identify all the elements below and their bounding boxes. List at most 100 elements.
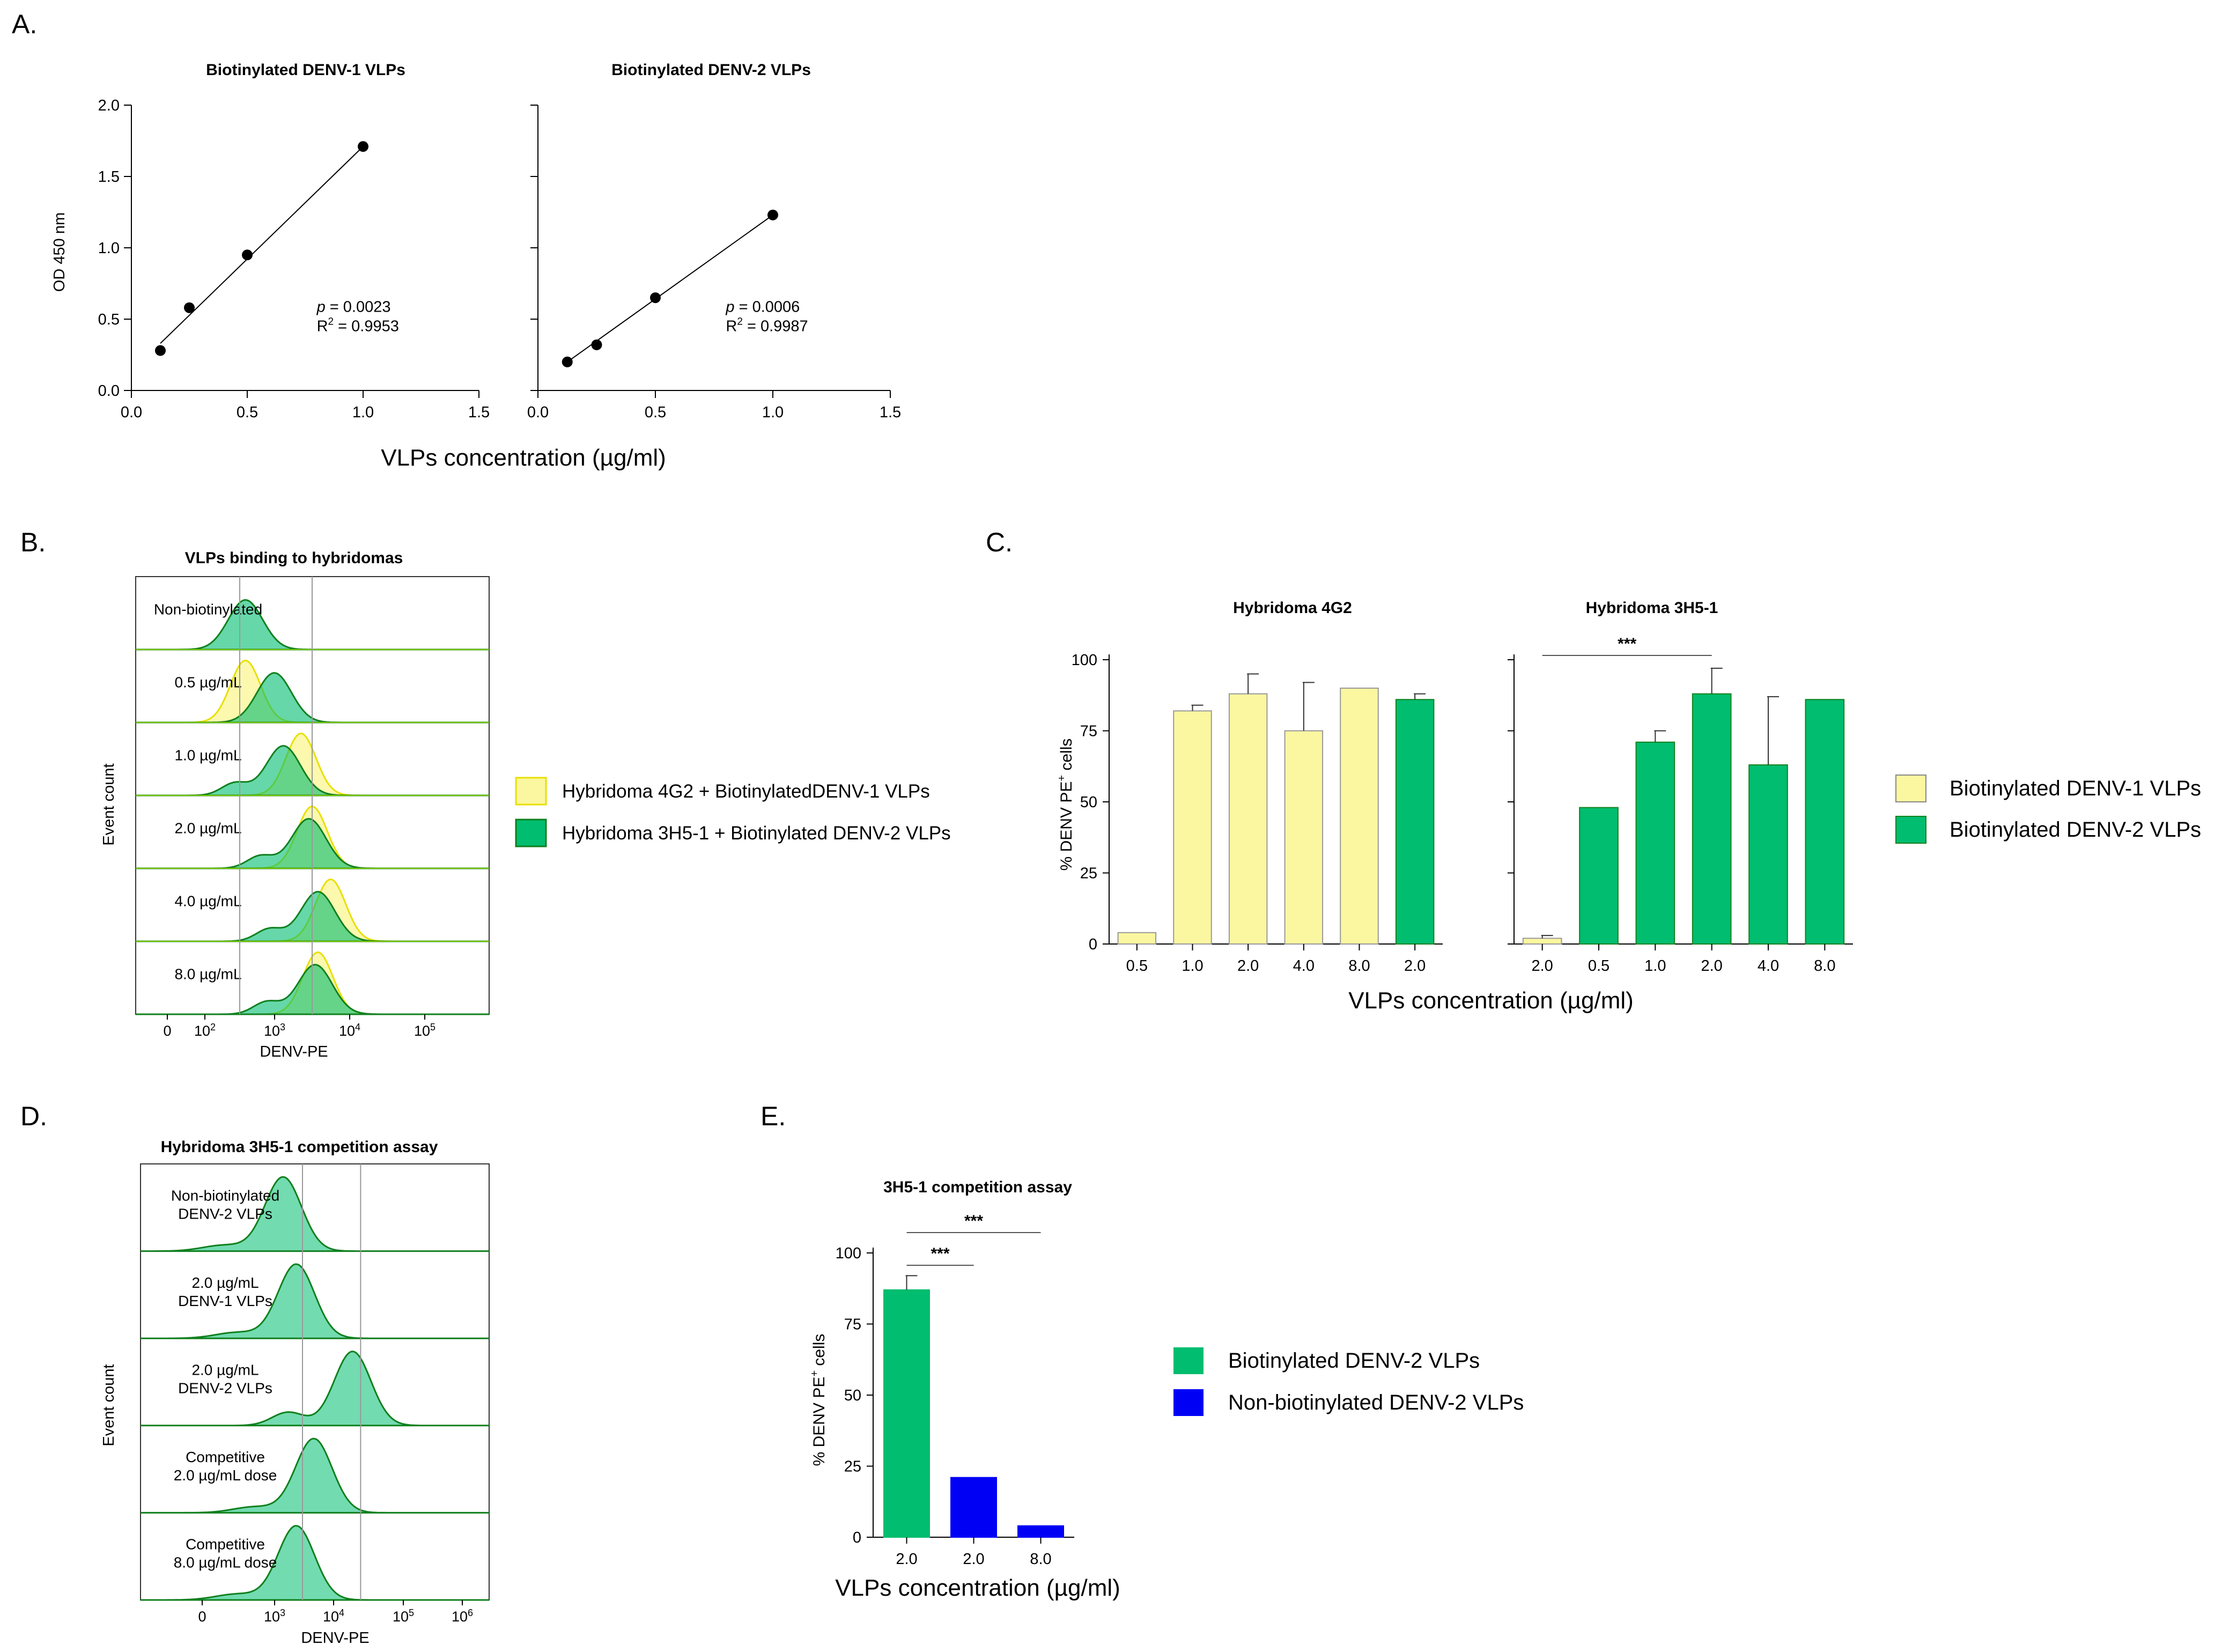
a1-point xyxy=(358,141,368,152)
d-xtick-label: 0 xyxy=(198,1609,206,1625)
panel-label-c: C. xyxy=(986,527,1013,557)
e-ytick-label: 75 xyxy=(844,1316,861,1333)
legend-e-swatch-blue xyxy=(1173,1389,1204,1416)
d-row-label-line2: DENV-2 VLPs xyxy=(178,1205,272,1222)
d-row-label-line2: DENV-1 VLPs xyxy=(178,1293,272,1309)
d-row-label-line1: Non-biotinylated xyxy=(171,1187,279,1204)
a2-point xyxy=(562,356,573,367)
ylabel-c-main: % DENV PE xyxy=(1058,781,1075,871)
e-ytick-label: 100 xyxy=(836,1245,861,1262)
c2-bar xyxy=(1579,807,1619,945)
ylabel-e-main: % DENV PE xyxy=(810,1377,828,1466)
c1-bar xyxy=(1395,699,1435,945)
panel-label-a: A. xyxy=(12,9,37,39)
c1-bar xyxy=(1340,688,1379,945)
c1-xtick-label: 1.0 xyxy=(1182,957,1203,975)
e-xtick-label: 8.0 xyxy=(1030,1551,1051,1568)
a2-p-annotation: p = 0.0006 xyxy=(725,299,800,316)
b-xtick-label: 103 xyxy=(264,1022,285,1039)
b-row-label: 8.0 µg/mL xyxy=(174,966,241,983)
chart-c1-plot: 0 25 50 75 100 0.5 1.0 2.0 4.0 8.0 2.0 xyxy=(1072,652,1443,975)
d-xtick-label: 103 xyxy=(264,1607,285,1625)
chart-e-legend: Biotinylated DENV-2 VLPs Non-biotinylate… xyxy=(1173,1347,1524,1416)
d-hist-green xyxy=(141,1525,489,1601)
chart-b-title: VLPs binding to hybridomas xyxy=(185,549,403,567)
a2-point xyxy=(650,292,661,304)
c2-bar xyxy=(1522,938,1562,945)
chart-b-legend: Hybridoma 4G2 + BiotinylatedDENV-1 VLPs … xyxy=(515,777,951,847)
c1-xtick-label: 2.0 xyxy=(1404,957,1426,975)
chart-d-title: Hybridoma 3H5-1 competition assay xyxy=(161,1138,438,1156)
c2-bar xyxy=(1805,699,1845,945)
c1-bar xyxy=(1284,730,1324,945)
a2-r2-annotation: R2 = 0.9987 xyxy=(726,316,808,335)
a2-xtick-label: 0.0 xyxy=(527,404,549,421)
a1-xtick-label: 0.0 xyxy=(121,404,142,421)
a1-point xyxy=(184,302,195,313)
chart-e-xlabel: VLPs concentration (µg/ml) xyxy=(835,1575,1120,1601)
d-row-label-line2: 8.0 µg/mL dose xyxy=(174,1554,277,1571)
e-sig-stars: *** xyxy=(931,1245,949,1263)
c2-xtick-label: 4.0 xyxy=(1758,957,1779,975)
a1-xtick-label: 0.5 xyxy=(237,404,258,421)
legend-c-label-yellow: Biotinylated DENV-1 VLPs xyxy=(1950,777,2201,800)
c2-bar xyxy=(1692,693,1732,945)
a1-ytick-label: 0.0 xyxy=(98,382,120,400)
c1-xtick-label: 0.5 xyxy=(1126,957,1148,975)
c1-bar xyxy=(1117,932,1157,945)
chart-a-xlabel: VLPs concentration (µg/ml) xyxy=(381,445,666,471)
d-row-label-line1: Competitive xyxy=(186,1449,265,1465)
d-row-label-line2: 2.0 µg/mL dose xyxy=(174,1467,277,1484)
a2-point xyxy=(591,339,602,350)
a1-ytick-label: 1.0 xyxy=(98,240,120,257)
legend-c-swatch-green xyxy=(1895,816,1926,844)
c2-xtick-label: 2.0 xyxy=(1701,957,1723,975)
legend-b-label-green: Hybridoma 3H5-1 + Biotinylated DENV-2 VL… xyxy=(562,823,951,844)
chart-e-ylabel: % DENV PE+ cells xyxy=(809,1334,828,1466)
chart-c-xlabel: VLPs concentration (µg/ml) xyxy=(1348,987,1634,1014)
b-row-label: 1.0 µg/mL xyxy=(174,747,241,764)
b-row-label: 0.5 µg/mL xyxy=(174,674,241,691)
chart-b-plot: Non-biotinylated 0.5 µg/mL 1.0 µg/mL 2.0 µg… xyxy=(135,576,490,1039)
chart-e-title: 3H5-1 competition assay xyxy=(883,1178,1072,1196)
a2-fit-line xyxy=(567,215,773,363)
a2-xtick-label: 1.5 xyxy=(880,404,901,421)
c2-bar xyxy=(1635,741,1675,945)
e-xtick-label: 2.0 xyxy=(963,1551,984,1568)
ylabel-c-tail: cells xyxy=(1058,739,1075,775)
e-ytick-label: 0 xyxy=(853,1529,861,1546)
a1-fit-line xyxy=(160,146,364,344)
legend-b-label-yellow: Hybridoma 4G2 + BiotinylatedDENV-1 VLPs xyxy=(562,781,930,802)
c2-sig-stars: *** xyxy=(1618,635,1636,653)
d-row-label-line1: 2.0 µg/mL xyxy=(191,1361,259,1378)
a1-p-annotation: p = 0.0023 xyxy=(316,299,391,316)
legend-e-label-green: Biotinylated DENV-2 VLPs xyxy=(1228,1349,1480,1373)
chart-a1-ylabel: OD 450 nm xyxy=(51,212,68,292)
ylabel-e-sup: + xyxy=(809,1370,821,1377)
panel-label-d: D. xyxy=(20,1101,47,1131)
legend-e-swatch-green xyxy=(1173,1347,1204,1374)
b-xtick-label: 104 xyxy=(339,1022,360,1039)
a2-xtick-label: 0.5 xyxy=(645,404,666,421)
legend-b-swatch-yellow xyxy=(515,777,547,806)
chart-a2-title: Biotinylated DENV-2 VLPs xyxy=(611,61,811,79)
b-xtick-label: 105 xyxy=(414,1022,435,1039)
c1-ytick-label: 0 xyxy=(1089,936,1097,953)
c1-bar xyxy=(1228,693,1268,945)
d-row-label-line1: Competitive xyxy=(186,1536,265,1553)
b-row-label: Non-biotinylated xyxy=(154,601,262,618)
e-ytick-label: 50 xyxy=(844,1387,861,1404)
chart-a1-plot: 0.0 0.5 1.0 1.5 2.0 0.0 0.5 1.0 1.5 p = 0.0023R2 … xyxy=(98,97,490,421)
a1-ytick-label: 2.0 xyxy=(98,97,120,114)
b-xtick-label: 102 xyxy=(194,1022,216,1039)
c2-xtick-label: 0.5 xyxy=(1588,957,1610,975)
a1-r2-annotation: R2 = 0.9953 xyxy=(317,316,399,335)
b-row-label: 2.0 µg/mL xyxy=(174,820,241,837)
panel-label-e: E. xyxy=(761,1101,786,1131)
chart-c2-title: Hybridoma 3H5-1 xyxy=(1586,599,1718,617)
c1-ytick-label: 50 xyxy=(1080,794,1097,811)
c2-xtick-label: 8.0 xyxy=(1814,957,1835,975)
chart-e-plot: 0 25 50 75 100 2.0 2.0 8.0 *** *** xyxy=(836,1212,1074,1568)
